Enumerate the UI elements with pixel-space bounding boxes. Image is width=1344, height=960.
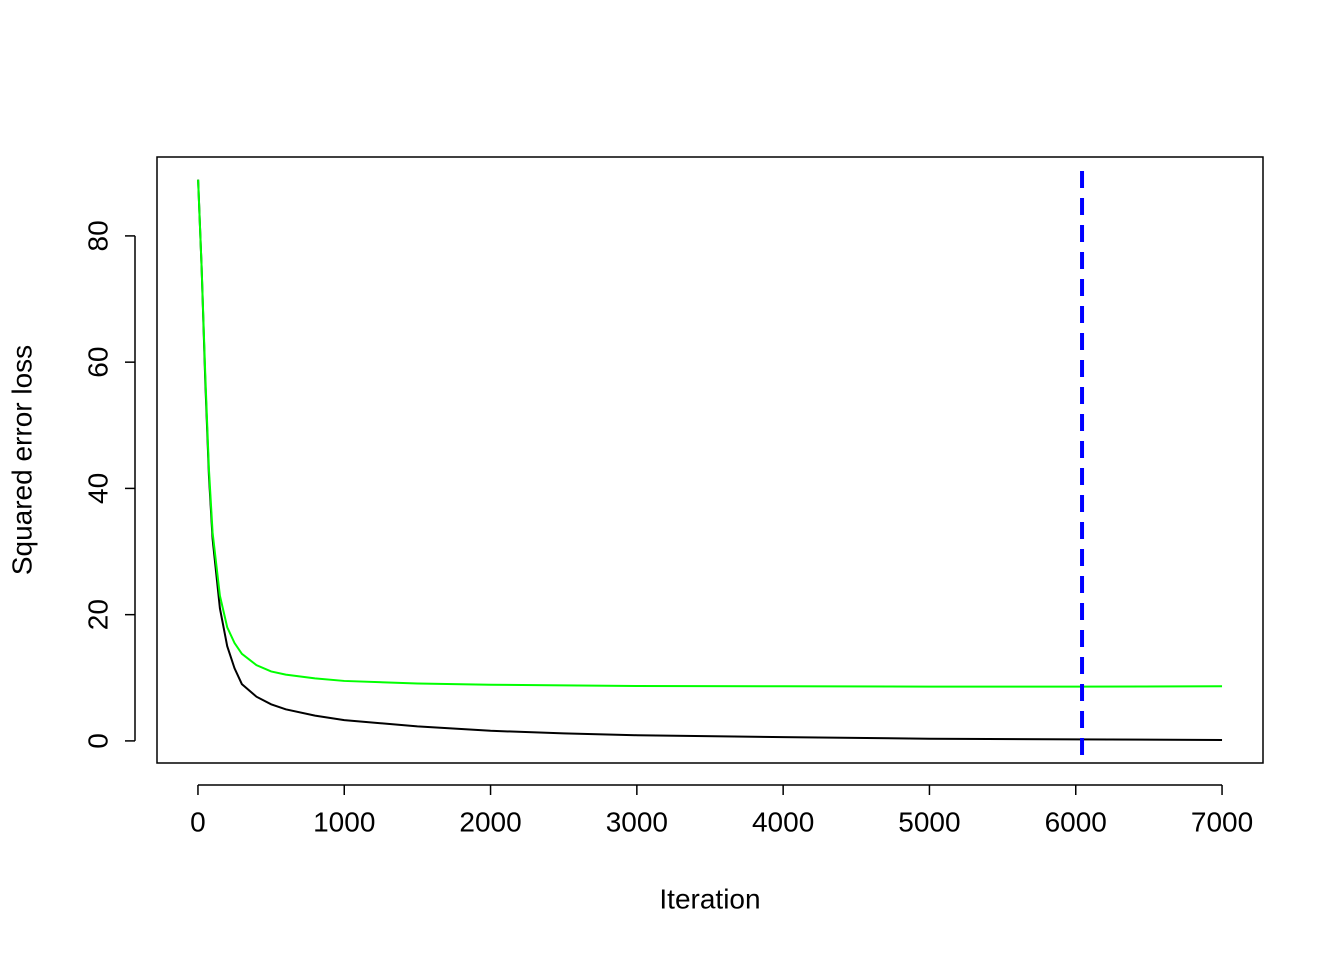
y-axis-label: Squared error loss (6, 345, 37, 575)
x-tick-label: 2000 (459, 806, 521, 837)
y-tick-label: 20 (82, 599, 113, 630)
x-tick-label: 6000 (1045, 806, 1107, 837)
plot-box (156, 156, 1264, 764)
x-tick-label: 4000 (752, 806, 814, 837)
y-tick-label: 0 (82, 733, 113, 749)
x-axis-label: Iteration (659, 883, 760, 914)
x-tick-label: 5000 (898, 806, 960, 837)
series-line (197, 179, 1223, 741)
x-tick-label: 1000 (313, 806, 375, 837)
y-tick-label: 60 (82, 347, 113, 378)
x-tick-label: 3000 (606, 806, 668, 837)
y-tick-label: 40 (82, 473, 113, 504)
series-line (197, 179, 1223, 688)
y-tick-label: 80 (82, 220, 113, 251)
x-tick-label: 7000 (1191, 806, 1253, 837)
x-tick-label: 0 (190, 806, 206, 837)
